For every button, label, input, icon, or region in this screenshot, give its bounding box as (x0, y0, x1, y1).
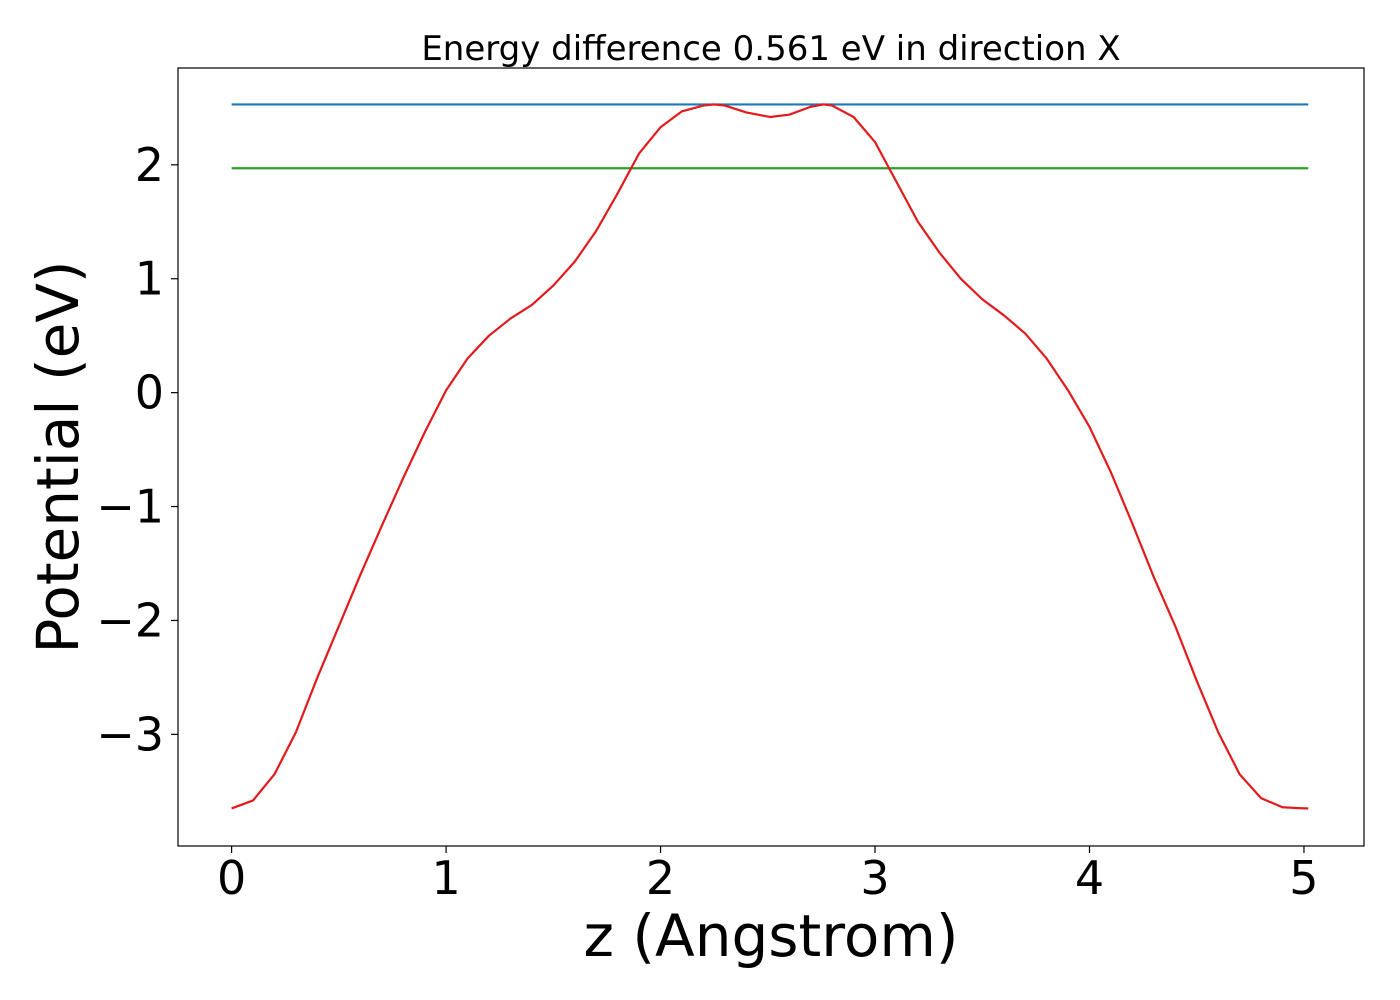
y-tick-label: 1 (135, 252, 164, 306)
y-tick-label: −1 (96, 480, 164, 534)
y-axis-label: Potential (eV) (24, 260, 92, 653)
x-tick-label: 1 (431, 851, 460, 905)
y-tick-label: −2 (96, 593, 164, 647)
series-line-2 (231, 103, 1309, 810)
x-tick-label: 5 (1289, 851, 1318, 905)
y-tick-label: −3 (96, 707, 164, 761)
x-tick-label: 2 (646, 851, 675, 905)
x-tick-label: 4 (1075, 851, 1104, 905)
chart-title: Energy difference 0.561 eV in direction … (421, 29, 1120, 69)
x-axis-label: z (Angstrom) (584, 902, 959, 970)
series-layer (231, 103, 1309, 810)
y-tick-label: 0 (135, 366, 164, 420)
x-axis-ticks: 0 1 2 3 4 5 (217, 846, 1319, 905)
plot-frame (177, 67, 1365, 847)
x-tick-label: 0 (217, 851, 246, 905)
x-tick-label: 3 (860, 851, 889, 905)
y-axis-ticks: −3 −2 −1 0 1 2 (96, 138, 178, 761)
y-tick-label: 2 (135, 138, 164, 192)
